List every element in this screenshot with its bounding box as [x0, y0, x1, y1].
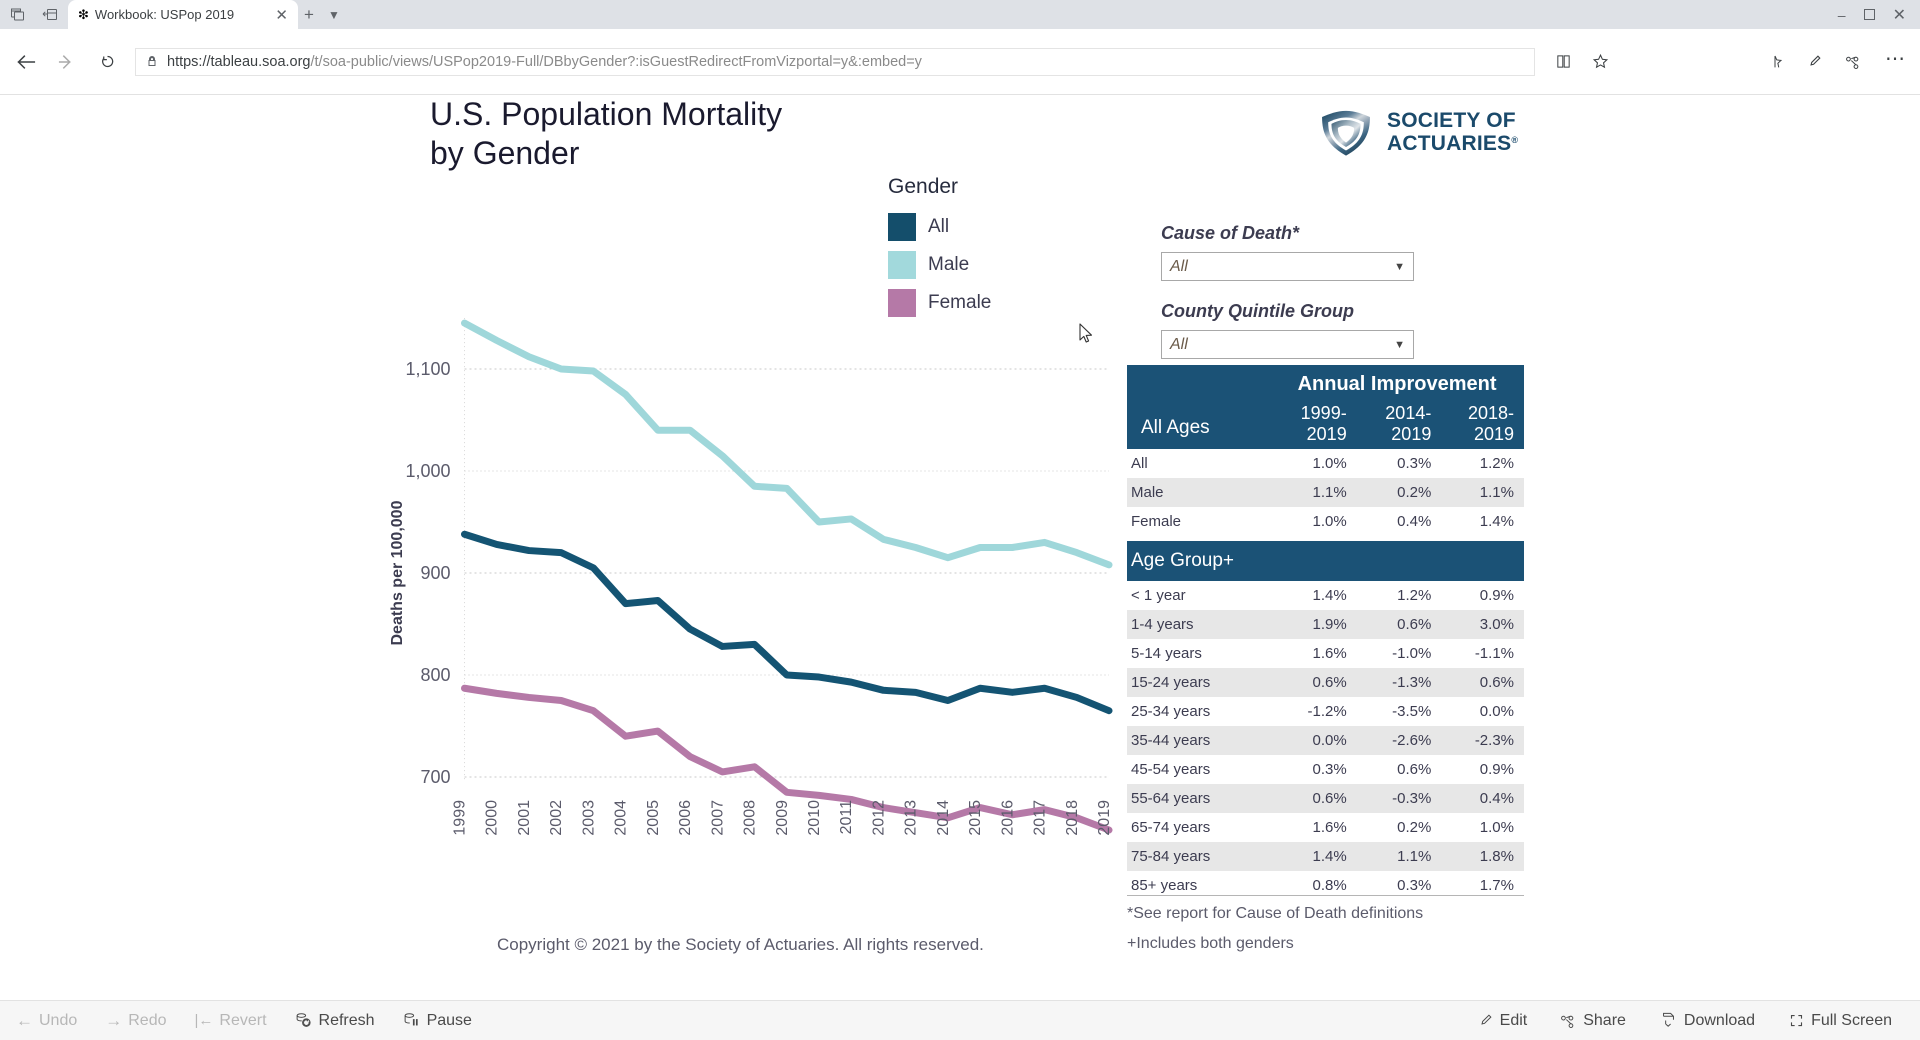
svg-text:1,100: 1,100: [405, 359, 450, 379]
svg-text:2009: 2009: [774, 800, 791, 836]
svg-text:2018: 2018: [1064, 800, 1081, 836]
svg-text:2002: 2002: [548, 800, 565, 836]
svg-text:2006: 2006: [677, 800, 694, 836]
svg-text:2010: 2010: [806, 800, 823, 836]
svg-text:2007: 2007: [709, 800, 726, 836]
svg-text:2004: 2004: [613, 800, 630, 836]
svg-text:2017: 2017: [1032, 800, 1049, 836]
svg-text:800: 800: [420, 665, 450, 685]
svg-text:2000: 2000: [484, 800, 501, 836]
svg-text:900: 900: [420, 563, 450, 583]
svg-text:2014: 2014: [935, 800, 952, 836]
svg-text:2013: 2013: [903, 800, 920, 836]
svg-text:2008: 2008: [742, 800, 759, 836]
svg-text:2005: 2005: [645, 800, 662, 836]
svg-text:2001: 2001: [516, 800, 533, 836]
svg-text:2012: 2012: [870, 800, 887, 836]
svg-text:2011: 2011: [838, 800, 855, 835]
svg-text:2015: 2015: [967, 800, 984, 836]
svg-text:2016: 2016: [999, 800, 1016, 836]
svg-text:700: 700: [420, 767, 450, 787]
svg-text:1,000: 1,000: [405, 461, 450, 481]
svg-text:1999: 1999: [452, 800, 469, 836]
svg-text:2003: 2003: [580, 800, 597, 836]
svg-text:2019: 2019: [1096, 800, 1113, 836]
svg-text:Deaths per 100,000: Deaths per 100,000: [389, 500, 406, 645]
